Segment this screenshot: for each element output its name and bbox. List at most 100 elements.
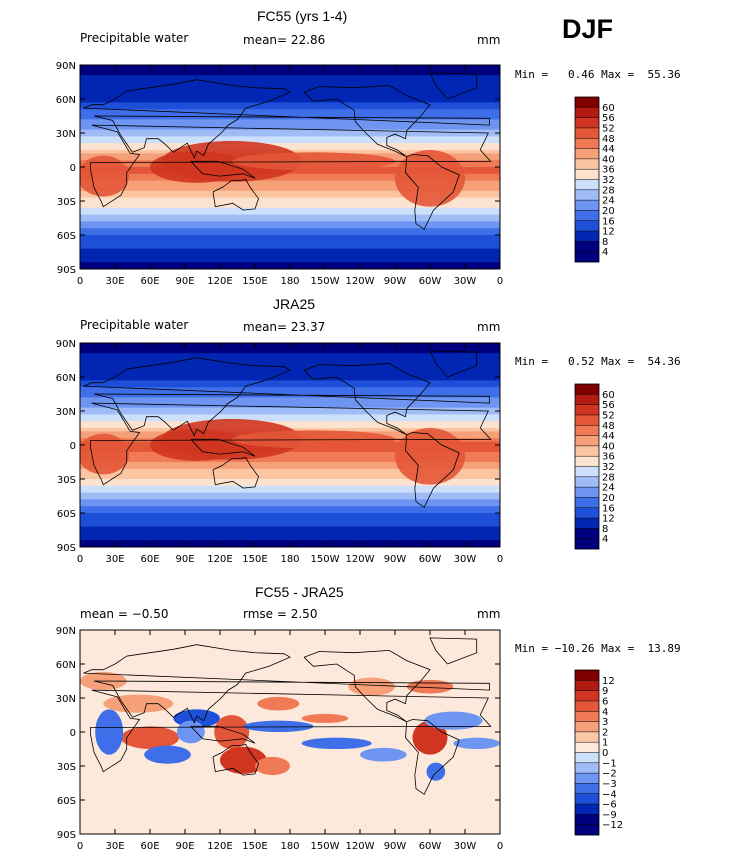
x-tick-label: 90W <box>384 276 407 287</box>
contour-band <box>80 414 500 419</box>
colorbar-swatch <box>575 117 599 129</box>
colorbar-label: 2 <box>602 727 608 738</box>
colorbar-swatch <box>575 487 599 498</box>
colorbar-swatch <box>575 158 599 170</box>
colorbar-swatch <box>575 711 599 722</box>
contour-band <box>80 400 500 405</box>
colorbar-swatch <box>575 528 599 539</box>
colorbar-swatch <box>575 456 599 467</box>
colorbar-swatch <box>575 742 599 753</box>
contour-band <box>80 380 500 385</box>
colorbar-swatch <box>575 814 599 825</box>
colorbar-swatch <box>575 241 599 252</box>
contour-band <box>80 451 500 456</box>
contour-band <box>80 173 500 178</box>
colorbar-label: 60 <box>602 390 615 401</box>
contour-band <box>80 519 500 524</box>
colorbar-label: 4 <box>602 534 608 545</box>
colorbar-label: 8 <box>602 237 608 248</box>
x-tick-label: 30W <box>454 841 477 852</box>
contour-band <box>80 468 500 473</box>
y-tick-label: 60S <box>57 796 76 807</box>
panel-title: FC55 (yrs 1-4) <box>257 8 348 24</box>
colorbar-swatch <box>575 138 599 149</box>
contour-band <box>80 536 500 541</box>
contour-band <box>80 194 500 199</box>
x-tick-label: 180 <box>280 276 299 287</box>
x-tick-label: 90E <box>175 276 194 287</box>
x-tick-label: 30E <box>105 276 124 287</box>
contour-region <box>301 737 372 749</box>
contour-band <box>80 248 500 253</box>
contour-band <box>80 116 500 120</box>
contour-band <box>80 68 500 73</box>
colorbar-label: 4 <box>602 707 608 718</box>
x-tick-label: 30E <box>105 841 124 852</box>
map-field <box>80 343 500 547</box>
colorbar-label: −6 <box>602 800 617 811</box>
colorbar-swatch <box>575 518 599 529</box>
colorbar-label: 12 <box>602 676 615 687</box>
contour-band <box>80 485 500 490</box>
contour-band <box>80 411 500 415</box>
y-tick-label: 60S <box>57 231 76 242</box>
x-tick-label: 120E <box>207 554 232 565</box>
coastline <box>90 689 492 773</box>
contour-band <box>80 218 500 222</box>
colorbar-label: −9 <box>602 810 617 821</box>
colorbar-label: 28 <box>602 472 615 483</box>
colorbar-label: 48 <box>602 421 615 432</box>
contour-band <box>80 462 500 466</box>
contour-band <box>80 417 500 422</box>
contour-region <box>103 694 174 713</box>
contour-band <box>80 489 500 494</box>
contour-band <box>80 424 500 429</box>
colorbar-swatch <box>575 435 599 447</box>
min-max-label: Min = 0.52 Max = 54.36 <box>515 355 681 368</box>
colorbar-label: 8 <box>602 524 608 535</box>
x-tick-label: 30E <box>105 554 124 565</box>
rmse-label: rmse = 2.50 <box>243 607 318 621</box>
coastline <box>429 72 478 100</box>
y-tick-label: 90N <box>56 339 76 350</box>
contour-band <box>80 465 500 470</box>
colorbar-label: 0 <box>602 748 608 759</box>
colorbar-label: 20 <box>602 206 615 217</box>
colorbar-swatch <box>575 538 599 550</box>
colorbar-swatch <box>575 148 599 160</box>
colorbar-swatch <box>575 200 599 211</box>
contour-band <box>80 502 500 507</box>
x-tick-label: 150E <box>242 276 267 287</box>
contour-band <box>80 221 500 226</box>
coastline <box>303 84 431 158</box>
contour-band <box>80 383 500 388</box>
contour-band <box>80 366 500 371</box>
colorbar-label: −1 <box>602 758 617 769</box>
contour-region <box>231 152 395 171</box>
y-tick-label: 30N <box>56 694 76 705</box>
units-label: mm <box>477 33 501 47</box>
contour-region <box>231 430 395 449</box>
contour-band <box>80 479 500 483</box>
colorbar-label: 20 <box>602 493 615 504</box>
coastline <box>429 637 478 665</box>
contour-band <box>80 122 500 127</box>
contour-band <box>80 356 500 361</box>
x-tick-label: 90W <box>384 841 407 852</box>
y-tick-label: 30N <box>56 129 76 140</box>
contour-band <box>80 370 500 375</box>
x-tick-label: 60E <box>140 841 159 852</box>
x-tick-label: 90E <box>175 554 194 565</box>
coastline <box>83 644 490 724</box>
colorbar-swatch <box>575 731 599 743</box>
x-tick-label: 120E <box>207 276 232 287</box>
colorbar-label: 56 <box>602 400 615 411</box>
contour-band <box>80 523 500 528</box>
contour-band <box>80 390 500 395</box>
mean-label: mean = −0.50 <box>80 607 169 621</box>
map-field <box>80 65 500 269</box>
x-tick-label: 150W <box>311 276 340 287</box>
contour-band <box>80 407 500 412</box>
